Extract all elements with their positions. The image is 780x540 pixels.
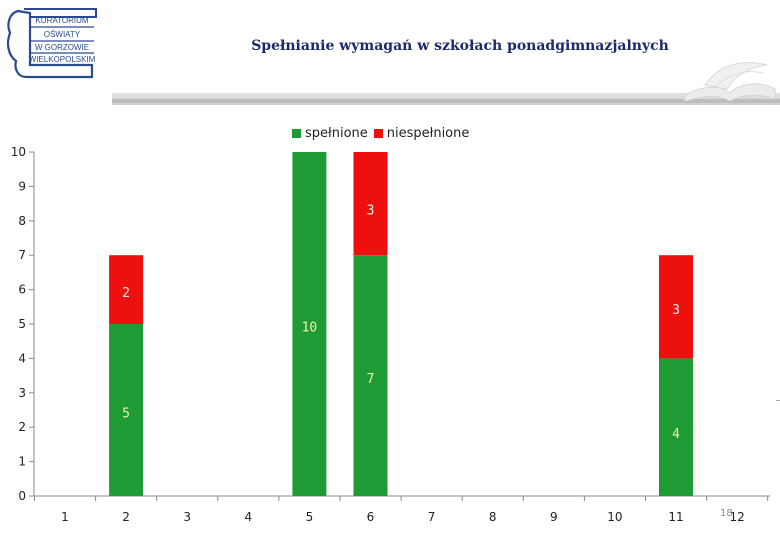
legend-swatch-unmet — [373, 129, 383, 138]
bar-met — [659, 358, 693, 496]
data-label-unmet: 3 — [367, 203, 375, 218]
y-tick-label: 9 — [18, 179, 26, 193]
y-tick-label: 7 — [18, 248, 26, 262]
legend-label-unmet: niespełnione — [386, 126, 470, 141]
header-bar-shadow — [112, 99, 780, 103]
data-label-met: 7 — [367, 372, 375, 387]
x-tick-label: 8 — [489, 510, 497, 524]
bar-met — [109, 324, 144, 496]
legend-item-unmet: niespełnione — [373, 126, 470, 141]
x-tick-label: 3 — [183, 510, 191, 524]
bar-met — [353, 255, 388, 496]
y-tick-label: 0 — [18, 489, 26, 503]
logo-line-4: WIELKOPOLSKIM — [29, 55, 96, 64]
legend-label-met: spełnione — [305, 126, 368, 141]
data-label-met: 4 — [672, 427, 680, 442]
bar-met — [292, 152, 327, 496]
y-tick-label: 4 — [18, 351, 26, 365]
bar-unmet — [353, 152, 388, 256]
logo-line-2: OŚWIATY — [44, 30, 81, 39]
logo-line-3: W GORZOWIE — [35, 43, 89, 52]
chart-title: Spełnianie wymagań w szkołach ponadgimna… — [251, 38, 669, 54]
data-label-met: 5 — [122, 406, 130, 421]
y-tick-label: 2 — [18, 420, 26, 434]
y-tick-label: 3 — [18, 386, 26, 400]
x-tick-label: 7 — [428, 510, 436, 524]
y-tick-label: 1 — [18, 455, 26, 469]
y-tick-label: 5 — [18, 317, 26, 331]
x-tick-label: 10 — [607, 510, 622, 524]
right-edge-tick — [776, 400, 780, 401]
x-tick-label: 11 — [668, 510, 683, 524]
y-tick-label: 10 — [11, 145, 26, 159]
data-label-unmet: 3 — [672, 303, 680, 318]
y-tick-label: 6 — [18, 283, 26, 297]
bar-unmet — [109, 255, 144, 324]
kuratorium-logo: KURATORIUM OŚWIATY W GORZOWIE WIELKOPOLS… — [6, 8, 97, 79]
chart-legend: spełnione niespełnione — [292, 126, 475, 141]
y-tick-label: 8 — [18, 214, 26, 228]
x-tick-label: 2 — [122, 510, 130, 524]
bar-unmet — [659, 255, 693, 359]
data-label-met: 10 — [302, 320, 318, 335]
x-tick-label: 5 — [306, 510, 314, 524]
x-tick-label: 6 — [367, 510, 375, 524]
x-tick-label: 9 — [550, 510, 558, 524]
data-label-unmet: 2 — [122, 286, 130, 301]
page-number: 18 — [720, 508, 733, 519]
logo-line-1: KURATORIUM — [35, 16, 88, 25]
legend-swatch-met — [292, 129, 301, 138]
x-tick-label: 12 — [729, 510, 744, 524]
legend-item-met: spełnione — [292, 126, 368, 141]
x-tick-label: 1 — [61, 510, 69, 524]
x-tick-label: 4 — [244, 510, 252, 524]
open-book-icon — [684, 62, 776, 102]
